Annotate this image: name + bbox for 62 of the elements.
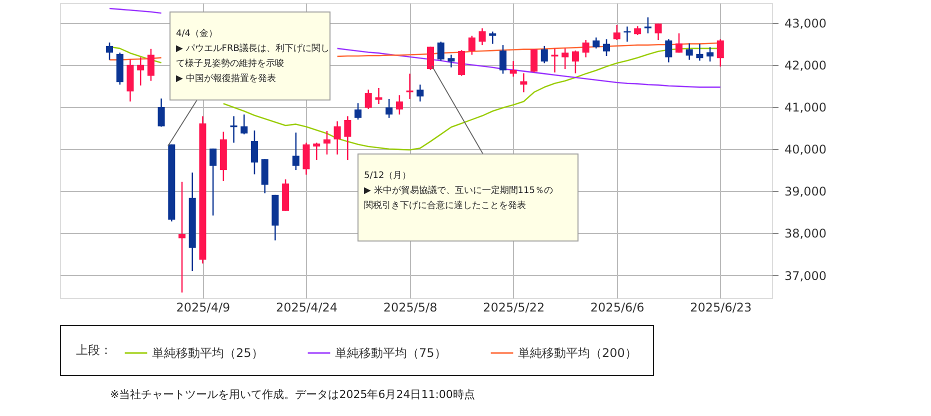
candlestick (178, 181, 186, 294)
candlestick (106, 42, 114, 60)
candlestick (364, 89, 372, 110)
y-tick-label: 37,000 (784, 268, 826, 283)
candlestick (416, 84, 424, 102)
candlestick (448, 54, 455, 68)
candlestick (654, 22, 662, 41)
candlestick (334, 120, 341, 156)
y-tick-label: 42,000 (784, 58, 826, 72)
y-tick-label: 43,000 (784, 16, 826, 30)
candlestick (706, 46, 714, 62)
candlestick (603, 38, 610, 57)
legend-label: 単純移動平均（75） (335, 346, 446, 360)
x-tick-label: 2025/5/22 (483, 300, 545, 314)
annotation: 5/12（月） ▶ 米中が貿易協議で、互いに一定期間115％の関税引き下げに合意に達したことを発表 (364, 171, 553, 211)
candlestick (592, 36, 600, 50)
y-tick-label: 39,000 (784, 184, 826, 199)
candlestick (137, 56, 144, 86)
candlestick (510, 60, 517, 78)
candlestick (624, 26, 631, 42)
y-tick-label: 40,000 (784, 142, 826, 157)
x-tick-label: 2025/6/23 (690, 300, 752, 314)
y-tick-label: 38,000 (784, 226, 826, 241)
legend-label: 単純移動平均（200） (518, 346, 637, 360)
candlestick (572, 50, 579, 74)
y-tick-label: 41,000 (784, 100, 826, 114)
x-tick-label: 2025/4/24 (276, 300, 338, 314)
candlestick (613, 24, 620, 41)
candlestick (313, 142, 320, 161)
candlestick (344, 116, 352, 161)
candlestick (210, 148, 217, 216)
candlestick (375, 87, 382, 105)
candlestick (665, 38, 672, 63)
candlestick (468, 35, 476, 56)
candlestick (499, 44, 506, 74)
candlestick (240, 114, 248, 135)
candlestick (562, 48, 569, 70)
candlestick (686, 42, 693, 60)
x-tick-label: 2025/4/9 (176, 300, 230, 314)
x-tick-label: 2025/6/6 (590, 300, 644, 314)
candlestick (437, 41, 444, 62)
candlestick (530, 48, 538, 74)
candlestick (716, 38, 724, 68)
candlestick (582, 39, 590, 58)
candlestick (292, 132, 300, 171)
candlestick (323, 130, 330, 156)
candlestick (147, 48, 154, 82)
x-tick-label: 2025/5/8 (383, 300, 438, 314)
candlestick (354, 102, 362, 120)
candlestick (250, 130, 258, 175)
candlestick (426, 46, 434, 71)
candlestick (386, 98, 393, 119)
candlestick (696, 43, 704, 62)
candlestick (540, 45, 548, 64)
candlestick (396, 94, 403, 116)
candlestick (489, 30, 496, 44)
legend-label: 単純移動平均（25） (152, 346, 264, 360)
candlestick (158, 98, 165, 128)
candlestick (478, 28, 486, 46)
text: ※当社チャートツールを用いて作成。データは2025年6月24日11:00時点 (110, 388, 475, 401)
candlestick (675, 32, 682, 54)
legend-title: 上段： (76, 343, 112, 357)
